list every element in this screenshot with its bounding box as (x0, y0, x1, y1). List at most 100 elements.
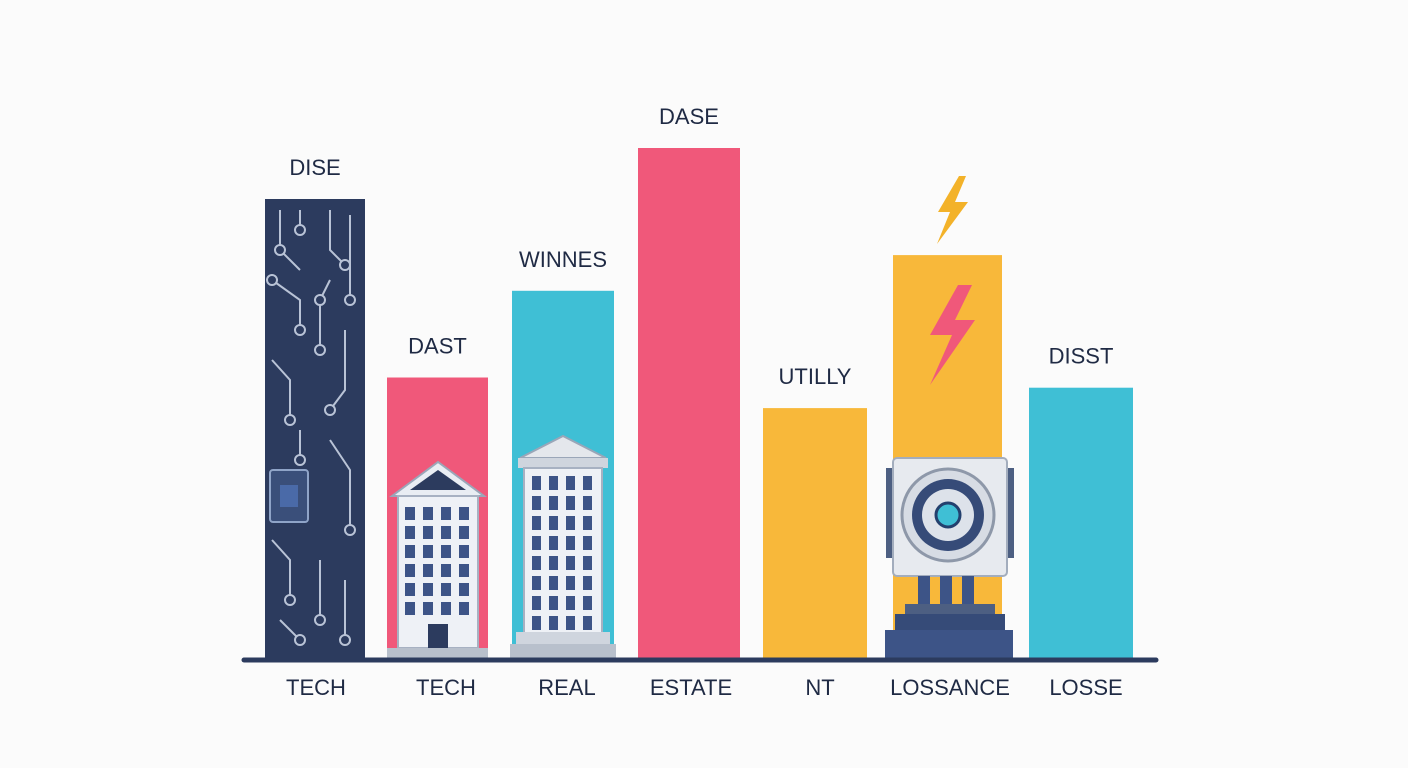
window (532, 616, 541, 630)
category-label: LOSSE (1049, 675, 1122, 700)
window (532, 496, 541, 510)
office-building-icon (387, 460, 488, 658)
circuit-node (266, 274, 278, 286)
bar-top-label: DISST (1049, 344, 1114, 369)
base-mid (895, 614, 1005, 630)
window (405, 583, 415, 596)
window (583, 616, 592, 630)
bar-top-label: DASE (659, 104, 719, 129)
bar-top-label: WINNES (519, 247, 607, 272)
circuit-trace (329, 330, 346, 411)
circuit-node (344, 294, 356, 306)
window (532, 576, 541, 590)
window (459, 526, 469, 539)
window (459, 564, 469, 577)
window (423, 507, 433, 520)
window (566, 596, 575, 610)
window (532, 476, 541, 490)
circuit-node (284, 594, 296, 606)
support-leg (940, 576, 952, 604)
category-label: TECH (286, 675, 346, 700)
window (459, 583, 469, 596)
circuit-node (274, 244, 286, 256)
base (387, 648, 488, 658)
labels-layer: DISE DAST WINNES DASE UTILLY DISST TECH TECH REA… (286, 104, 1123, 700)
chip-core (280, 485, 298, 507)
window (459, 507, 469, 520)
window (549, 596, 558, 610)
bar-top-label: DAST (408, 334, 467, 359)
bars-layer (265, 148, 1133, 658)
category-label: REAL (538, 675, 595, 700)
window (441, 545, 451, 558)
window (566, 476, 575, 490)
circuit-node (294, 224, 306, 236)
bar-7 (1029, 387, 1133, 658)
door (428, 624, 448, 648)
cornice (518, 458, 608, 468)
tower-building-icon (510, 434, 616, 658)
category-label: NT (805, 675, 834, 700)
window (549, 516, 558, 530)
window (549, 576, 558, 590)
window (405, 564, 415, 577)
window (441, 602, 451, 615)
bar-top-label: UTILLY (779, 364, 852, 389)
circuit-node (284, 414, 296, 426)
support-leg (918, 576, 930, 604)
window (405, 545, 415, 558)
window (566, 516, 575, 530)
window (532, 516, 541, 530)
window (532, 596, 541, 610)
category-label: TECH (416, 675, 476, 700)
step (516, 632, 610, 644)
circuit-node (314, 614, 326, 626)
window (423, 583, 433, 596)
base (510, 644, 616, 658)
window (441, 526, 451, 539)
window (583, 496, 592, 510)
window (423, 526, 433, 539)
circuit-node (294, 454, 306, 466)
base-bottom (885, 630, 1013, 658)
circuit-trace (271, 279, 301, 330)
window (423, 602, 433, 615)
circuit-trace (271, 359, 291, 420)
window (549, 536, 558, 550)
circuit-node (324, 404, 336, 416)
window (583, 516, 592, 530)
tower-body (523, 467, 603, 641)
lightning-inner-icon (930, 285, 975, 385)
side-clamp (886, 468, 894, 558)
bar-top-label: DISE (289, 155, 340, 180)
window (583, 576, 592, 590)
window (459, 602, 469, 615)
window (549, 496, 558, 510)
bar-4 (638, 148, 740, 658)
circuit-node (314, 344, 326, 356)
window (423, 564, 433, 577)
window (532, 556, 541, 570)
window (549, 476, 558, 490)
circuit-node (339, 259, 351, 271)
window (583, 476, 592, 490)
power-generator-icon (885, 285, 1014, 658)
circuit-node (294, 634, 306, 646)
base-top (905, 604, 995, 614)
category-label: LOSSANCE (890, 675, 1010, 700)
window (441, 507, 451, 520)
circuit-board-icon (266, 210, 356, 646)
bar-5 (763, 408, 867, 658)
decorations-layer (266, 176, 1014, 658)
circuit-node (339, 634, 351, 646)
side-clamp (1006, 468, 1014, 558)
window (549, 556, 558, 570)
circuit-trace (329, 439, 351, 530)
window (566, 536, 575, 550)
circuit-node (344, 524, 356, 536)
circuit-trace (271, 539, 291, 600)
window (583, 536, 592, 550)
window (441, 564, 451, 577)
window (423, 545, 433, 558)
